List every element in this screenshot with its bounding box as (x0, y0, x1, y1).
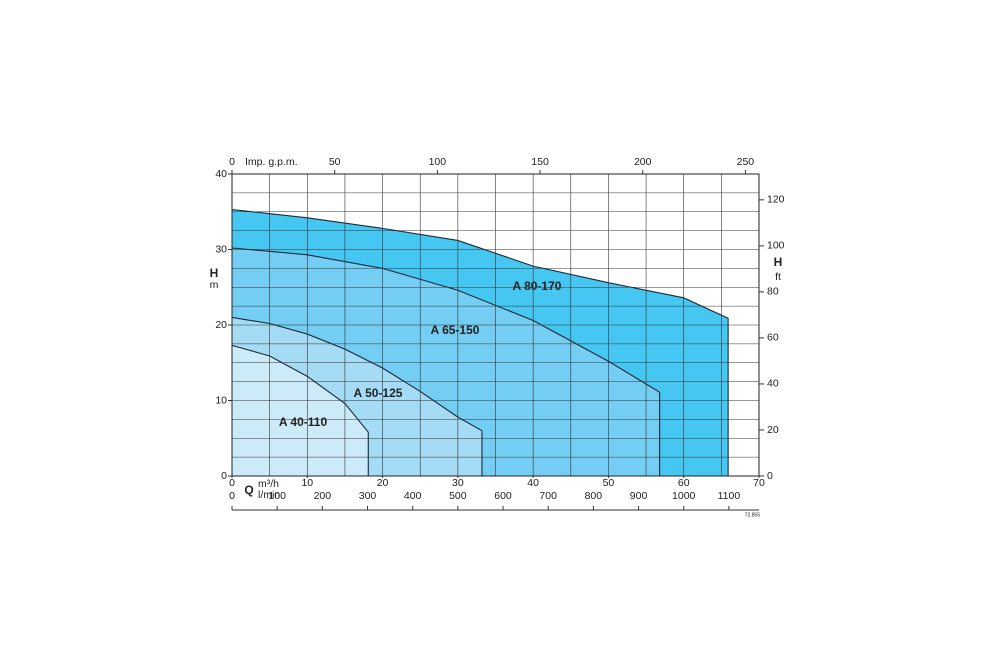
x3-tick-label: 400 (404, 490, 422, 502)
y2-tick-label: 0 (767, 470, 773, 482)
x3-tick-label: 300 (359, 490, 377, 502)
x3-tick-label: 900 (630, 490, 648, 502)
figure-code: 72.855 (745, 512, 761, 518)
y2-tick-label: 120 (767, 194, 785, 206)
y2-tick-label: 20 (767, 424, 779, 436)
curve-label: A 65-150 (431, 323, 480, 337)
x-tick-label: 40 (527, 477, 539, 489)
y-tick-label: 0 (221, 470, 227, 482)
x2-label: Imp. g.p.m. (245, 156, 298, 168)
y2-tick-label: 80 (767, 286, 779, 298)
plot-frame (231, 173, 760, 477)
x3-tick-label: 600 (494, 490, 512, 502)
x-tick-label: 20 (377, 477, 389, 489)
y2-tick-label: 40 (767, 378, 779, 390)
y-tick-label: 10 (215, 394, 227, 406)
y-unit: m (210, 279, 219, 291)
x-tick-label: 10 (301, 477, 313, 489)
x2-tick-label: 250 (737, 156, 755, 168)
y-tick-label: 40 (215, 168, 227, 180)
x3-tick-label: 800 (585, 490, 603, 502)
curve-label: A 40-110 (279, 415, 328, 429)
x3-tick-label: 700 (539, 490, 557, 502)
x-tick-label: 30 (452, 477, 464, 489)
x-tick-label: 0 (229, 477, 235, 489)
x2-tick-label: 100 (429, 156, 447, 168)
y-tick-label: 20 (215, 319, 227, 331)
y-tick-label: 30 (215, 243, 227, 255)
curve-label: A 80-170 (513, 279, 562, 293)
x3-tick-label: 500 (449, 490, 467, 502)
x3-tick-label: 100 (268, 490, 286, 502)
x-tick-label: 70 (753, 477, 765, 489)
y2-tick-label: 100 (767, 240, 785, 252)
x2-tick-label: 200 (634, 156, 652, 168)
x3-tick-label: 1000 (672, 490, 696, 502)
x-unit: m³/h (258, 478, 279, 490)
x3-unit: l/min (258, 489, 280, 501)
y2-tick-label: 60 (767, 332, 779, 344)
x2-tick-label: 50 (329, 156, 341, 168)
x-label: Q (244, 483, 253, 497)
x2-tick-label: 150 (531, 156, 549, 168)
y-label: H (210, 266, 219, 280)
x3-tick-label: 200 (314, 490, 332, 502)
x-tick-label: 60 (678, 477, 690, 489)
curve-area (232, 345, 369, 476)
x3-tick-label: 1100 (718, 490, 741, 502)
x3-tick-label: 0 (229, 490, 235, 502)
x-tick-label: 50 (603, 477, 615, 489)
y2-unit: ft (775, 271, 781, 283)
curve-label: A 50-125 (354, 386, 403, 400)
y2-label: H (774, 255, 783, 269)
x2-tick-label: 0 (229, 156, 235, 168)
